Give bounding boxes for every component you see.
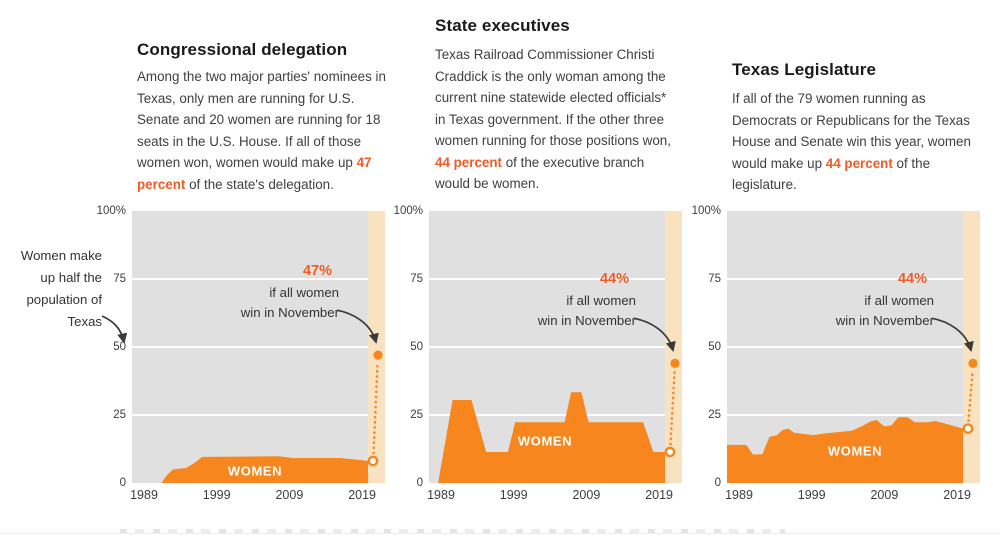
description-emphasis: 44 percent (435, 154, 502, 170)
description-text: of the executive branch would be women. (435, 154, 645, 192)
chart-texas-legislature: WOMEN 44% if all women win in November 10… (692, 205, 980, 502)
projected-value-dot (373, 350, 383, 360)
chart-description-congress: Among the two major parties' nominees in… (137, 66, 389, 195)
current-value-dot (367, 455, 379, 467)
y-axis-tick-label: 50 (410, 341, 423, 353)
x-axis-tick-label: 1989 (427, 488, 455, 502)
y-axis-tick-label: 75 (113, 273, 126, 285)
description-text: Texas Railroad Commissioner Christi Crad… (435, 47, 671, 148)
current-value-dot (664, 446, 676, 458)
description-text: If all of the 79 women running as Democr… (732, 91, 971, 171)
footnote-clipped (120, 529, 785, 533)
projection-note: if all women win in November (835, 293, 934, 328)
x-axis-tick-label: 2009 (870, 488, 899, 502)
description-text: of the legislature. (732, 155, 931, 193)
x-axis-tick-label: 2019 (348, 488, 376, 502)
area-plot-svg (429, 211, 682, 483)
x-axis-tick-label: 1999 (797, 488, 826, 502)
y-axis-tick-label: 100% (96, 205, 126, 217)
chart-title-executives: State executives (435, 16, 570, 35)
y-axis-tick-label: 75 (708, 273, 721, 285)
x-axis-tick-label: 1989 (725, 488, 753, 502)
y-axis-tick-label: 0 (416, 477, 423, 489)
women-area-label: WOMEN (827, 443, 883, 459)
area-plot-svg (727, 211, 980, 483)
y-axis-tick-label: 25 (113, 409, 126, 421)
population-annotation: Women make up half the population of Tex… (20, 248, 102, 329)
projection-pct-label: 44% (599, 271, 629, 287)
y-axis-tick-label: 25 (708, 409, 721, 421)
y-axis-tick-label: 100% (393, 205, 423, 217)
y-axis-tick-label: 100% (691, 205, 721, 217)
chart-title-congress: Congressional delegation (137, 40, 348, 59)
projection-pct-label: 47% (302, 263, 332, 279)
chart-description-executives: Texas Railroad Commissioner Christi Crad… (435, 44, 679, 195)
chart-description-legislature: If all of the 79 women running as Democr… (732, 88, 986, 196)
projected-value-dot (670, 358, 680, 368)
y-axis-tick-label: 25 (410, 409, 423, 421)
description-text: Among the two major parties' nominees in… (137, 69, 386, 170)
projected-value-dot (968, 358, 978, 368)
bottom-divider (0, 533, 1000, 534)
annotation-arrow-icon (336, 309, 379, 344)
x-axis-tick-label: 1999 (499, 488, 528, 502)
y-axis-tick-label: 0 (714, 477, 721, 489)
x-axis-tick-label: 2009 (572, 488, 601, 502)
x-axis-tick-label: 1989 (130, 488, 158, 502)
annotation-arrow-icon (633, 317, 676, 352)
y-axis-tick-label: 50 (708, 341, 721, 353)
y-axis-tick-label: 0 (119, 477, 126, 489)
projection-note: if all women win in November (537, 293, 636, 328)
chart-congressional-delegation: WOMEN 47% if all women win in November 10… (97, 205, 385, 502)
current-value-dot (962, 423, 974, 435)
description-emphasis: 47 percent (137, 155, 372, 192)
x-axis-tick-label: 2009 (275, 488, 304, 502)
y-axis-tick-label: 75 (410, 273, 423, 285)
description-text: of the state's delegation. (185, 176, 334, 192)
population-annotation-arrow-icon (101, 315, 128, 344)
x-axis-tick-label: 1999 (202, 488, 231, 502)
chart-title-legislature: Texas Legislature (732, 60, 877, 79)
description-emphasis: 44 percent (825, 155, 893, 171)
women-area-label: WOMEN (227, 463, 283, 479)
chart-state-executives: WOMEN 44% if all women win in November 10… (394, 205, 682, 502)
women-area-label: WOMEN (517, 433, 573, 449)
projection-pct-label: 44% (897, 271, 927, 287)
annotation-arrow-icon (931, 317, 974, 352)
y-axis-tick-label: 50 (113, 341, 126, 353)
x-axis-tick-label: 2019 (645, 488, 673, 502)
x-axis-tick-label: 2019 (943, 488, 971, 502)
projection-note: if all women win in November (240, 285, 339, 320)
area-plot-svg (132, 211, 385, 483)
